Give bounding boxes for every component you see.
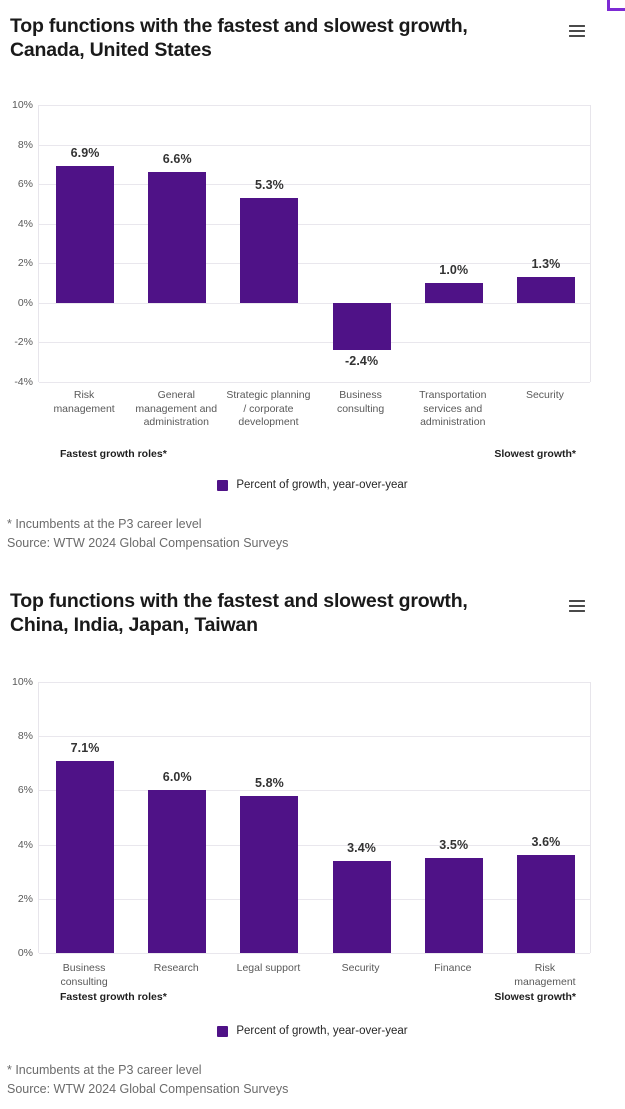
plot-area: 10% 8% 6% 4% 2% 0% -2% -4% 6.9% 6.6% 5.3% -2.4% 1.0%… [12, 99, 591, 388]
y-axis-tick-label: 0% [17, 947, 33, 959]
gridline [39, 953, 590, 954]
y-axis-tick-label: 0% [17, 296, 33, 309]
y-axis-tick-label: 2% [17, 892, 33, 905]
y-axis-tick-label: 10% [11, 99, 33, 111]
bar-value-label: 3.5% [439, 838, 469, 853]
x-category-label: Security [525, 389, 564, 401]
x-category-label: Risk management [53, 389, 115, 415]
bar [332, 860, 391, 953]
gridline [39, 682, 590, 683]
group-labels-row: Fastest growth roles* Slowest growth* [38, 991, 591, 1003]
bar [516, 855, 575, 953]
x-category-label: General management and administration [135, 389, 218, 429]
x-category-label: Finance [434, 962, 472, 974]
x-category-label: Legal support [236, 962, 301, 974]
bar [240, 795, 299, 953]
gridline [39, 342, 590, 344]
chart-title-line2: China, India, Japan, Taiwan [10, 614, 258, 637]
x-axis-labels: Risk management General management and ad… [38, 389, 591, 430]
footnote-asterisk: * Incumbents at the P3 career level [7, 517, 202, 531]
gridline [39, 790, 590, 792]
bar-value-label: 3.6% [531, 835, 561, 850]
gridline [39, 382, 590, 383]
gridline [39, 898, 590, 900]
gridline [39, 844, 590, 846]
y-axis-tick-label: -2% [14, 336, 33, 349]
gridline [39, 263, 590, 265]
y-axis-tick-label: -4% [14, 376, 33, 388]
gridline [39, 736, 590, 738]
bar-value-label: 3.4% [347, 840, 377, 855]
x-axis-labels: Business consulting Research Legal support… [38, 962, 591, 989]
y-axis-tick-label: 6% [17, 784, 33, 797]
legend-label: Percent of growth, year-over-year [236, 1025, 408, 1037]
bar [148, 790, 207, 953]
bar [56, 760, 115, 953]
legend-swatch-icon [217, 1025, 229, 1037]
clipped-purple-frame [607, 0, 625, 11]
bar [240, 197, 299, 303]
group-labels-row: Fastest growth roles* Slowest growth* [38, 448, 591, 460]
bar [424, 858, 483, 953]
hamburger-menu-icon[interactable] [569, 25, 585, 37]
bar [424, 283, 483, 303]
gridline [39, 105, 590, 106]
chart-title-line1: Top functions with the fastest and slowe… [10, 590, 468, 612]
x-category-label: Business consulting [336, 389, 385, 415]
hamburger-menu-icon[interactable] [569, 600, 585, 612]
bar-value-label: 6.0% [162, 770, 192, 785]
bar-value-label: 5.8% [254, 775, 284, 790]
bar-value-label: 1.0% [439, 263, 469, 278]
group-label-fastest: Fastest growth roles* [60, 448, 167, 460]
x-category-label: Research [153, 962, 199, 974]
footnotes: * Incumbents at the P3 career level Sour… [7, 1061, 288, 1100]
x-category-label: Business consulting [60, 962, 108, 988]
y-axis-tick-label: 4% [17, 838, 33, 851]
gridline [39, 302, 590, 304]
y-axis-tick-label: 8% [17, 138, 33, 151]
group-label-fastest: Fastest growth roles* [60, 991, 167, 1003]
plot-area: 10% 8% 6% 4% 2% 0% 7.1% 6.0% 5.8% 3.4% 3.5% 3.6% [12, 676, 591, 959]
y-axis-tick-label: 4% [17, 217, 33, 230]
x-category-label: Security [341, 962, 380, 974]
bar-value-label: 6.9% [70, 146, 100, 161]
chart-title-line2: Canada, United States [10, 39, 212, 62]
chart-title: Top functions with the fastest and slowe… [10, 14, 562, 62]
bar-value-label: 1.3% [531, 257, 561, 272]
legend-label: Percent of growth, year-over-year [236, 479, 408, 491]
legend-swatch-icon [217, 479, 229, 491]
x-category-label: Risk management [514, 962, 576, 988]
footnote-asterisk: * Incumbents at the P3 career level [7, 1063, 202, 1077]
x-category-label: Transportation services and administrati… [419, 389, 487, 429]
gridline [39, 144, 590, 146]
bar [516, 277, 575, 303]
bar [332, 302, 391, 351]
bar-value-label: 5.3% [254, 177, 284, 192]
legend: Percent of growth, year-over-year [0, 1025, 625, 1037]
bar [56, 166, 115, 303]
y-axis-tick-label: 6% [17, 178, 33, 191]
bar [148, 172, 207, 303]
chart-title-line1: Top functions with the fastest and slowe… [10, 15, 468, 37]
footnotes: * Incumbents at the P3 career level Sour… [7, 515, 288, 554]
chart-title: Top functions with the fastest and slowe… [10, 589, 562, 637]
group-label-slowest: Slowest growth* [494, 991, 576, 1003]
gridline [39, 223, 590, 225]
footnote-source: Source: WTW 2024 Global Compensation Sur… [7, 1082, 289, 1097]
y-axis-tick-label: 10% [11, 676, 33, 688]
bar-value-label: 7.1% [70, 740, 100, 755]
y-axis-tick-label: 8% [17, 730, 33, 743]
gridline [39, 184, 590, 186]
bar-value-label: 6.6% [162, 152, 192, 167]
footnote-source: Source: WTW 2024 Global Compensation Sur… [7, 536, 289, 551]
x-category-label: Strategic planning / corporate developme… [226, 389, 311, 429]
group-label-slowest: Slowest growth* [494, 448, 576, 460]
bar-value-label: -2.4% [345, 354, 379, 369]
legend: Percent of growth, year-over-year [0, 479, 625, 491]
y-axis-tick-label: 2% [17, 257, 33, 270]
